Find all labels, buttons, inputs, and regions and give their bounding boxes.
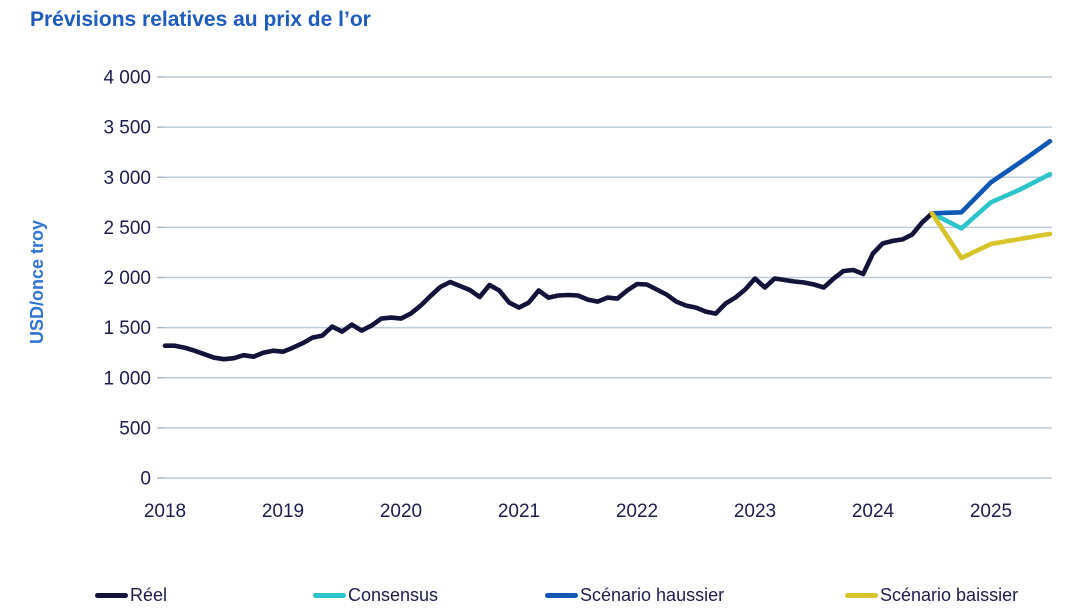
legend-swatch-scenario-haussier [545, 592, 578, 598]
y-tick-label: 1 000 [103, 368, 151, 389]
legend-label-scenario-haussier: Scénario haussier [580, 584, 725, 605]
x-tick-label: 2024 [852, 501, 895, 522]
series-line-1 [929, 171, 1053, 231]
legend-label-scenario-baissier: Scénario baissier [880, 584, 1019, 605]
series-line-0 [162, 211, 935, 362]
series-line-3 [929, 211, 1053, 261]
y-tick-label: 0 [140, 469, 151, 490]
legend-label-consensus: Consensus [348, 584, 439, 605]
legend-item-consensus: Consensus [313, 583, 438, 607]
y-tick-label: 2 500 [103, 218, 151, 239]
legend-item-scenario-baissier: Scénario baissier [845, 583, 1018, 607]
chart-title: Prévisions relatives au prix de l’or [30, 8, 371, 31]
legend-swatch-reel [95, 592, 128, 598]
y-tick-label: 4 000 [103, 68, 151, 89]
legend-item-scenario-haussier: Scénario haussier [545, 583, 724, 607]
x-tick-label: 2018 [144, 501, 186, 522]
legend-label-reel: Réel [130, 584, 168, 605]
legend: Réel Consensus Scénario haussier Scénari… [0, 583, 1080, 609]
y-tick-label: 2 000 [103, 268, 151, 289]
legend-swatch-scenario-baissier [845, 592, 878, 598]
legend-item-reel: Réel [95, 583, 167, 607]
x-tick-label: 2020 [380, 501, 422, 522]
legend-swatch-consensus [313, 592, 346, 598]
x-tick-label: 2025 [970, 501, 1012, 522]
x-tick-label: 2023 [734, 501, 776, 522]
x-tick-label: 2019 [262, 501, 304, 522]
series-line-2 [929, 138, 1053, 216]
y-tick-label: 1 500 [103, 318, 151, 339]
y-tick-label: 3 500 [103, 118, 151, 139]
x-tick-label: 2021 [498, 501, 540, 522]
y-tick-label: 500 [119, 418, 151, 439]
y-tick-label: 3 000 [103, 168, 151, 189]
x-tick-label: 2022 [616, 501, 658, 522]
